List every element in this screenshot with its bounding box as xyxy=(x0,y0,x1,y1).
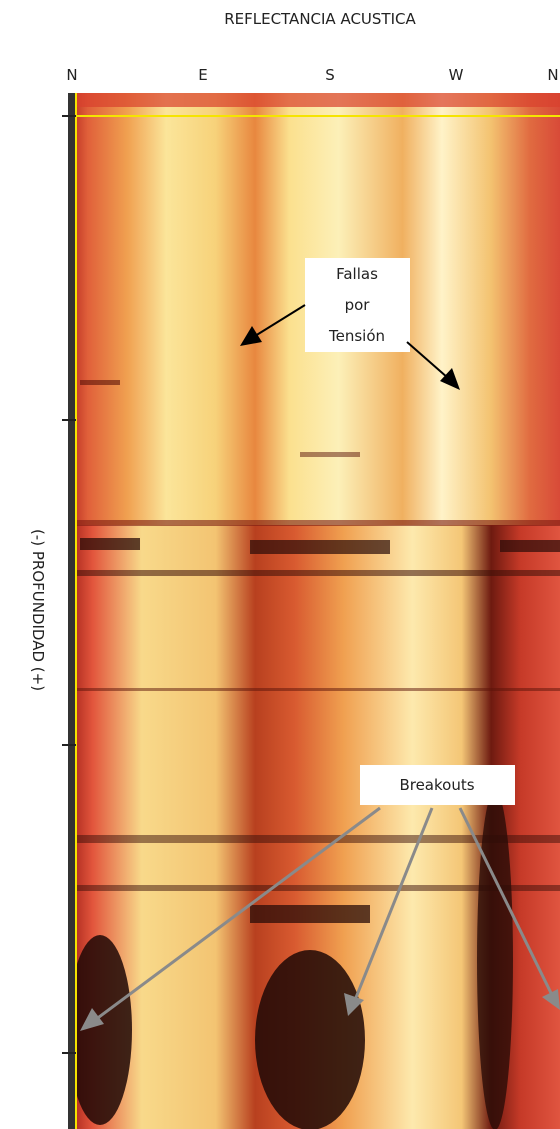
figure: REFLECTANCIA ACUSTICA N E S W N (-) PROF… xyxy=(0,0,560,1129)
compass-label: N xyxy=(66,66,77,84)
log-streak xyxy=(250,905,370,923)
log-streak xyxy=(80,380,120,385)
title: REFLECTANCIA ACUSTICA xyxy=(224,10,416,28)
compass-label: W xyxy=(449,66,464,84)
log-streak xyxy=(250,540,390,554)
log-streak xyxy=(300,452,360,457)
compass-label: S xyxy=(325,66,335,84)
log-streak xyxy=(80,538,140,550)
y-axis-label: (-) PROFUNDIDAD (+) xyxy=(29,529,47,691)
log-band xyxy=(68,93,560,107)
breakout-zone xyxy=(255,950,365,1129)
log-streak xyxy=(68,688,560,691)
page: REFLECTANCIA ACUSTICA N E S W N (-) PROF… xyxy=(0,0,560,1129)
log-edge xyxy=(68,93,76,1129)
log-streak xyxy=(68,520,560,526)
annotation-text: Breakouts xyxy=(399,776,474,794)
annotation-text: por xyxy=(345,296,371,314)
breakout-zone xyxy=(477,790,513,1129)
compass-label: E xyxy=(198,66,207,84)
breakout-zone xyxy=(68,935,132,1125)
log-streak xyxy=(68,570,560,576)
log-streak xyxy=(500,540,560,552)
annotation-text: Fallas xyxy=(336,265,378,283)
compass-label: N xyxy=(547,66,558,84)
log-image xyxy=(62,93,560,1129)
annotation-text: Tensión xyxy=(328,327,385,345)
